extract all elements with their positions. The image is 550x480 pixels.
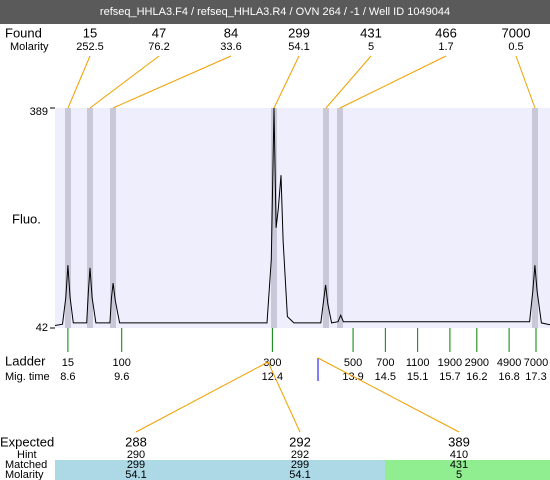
ladder-time: 15.7 bbox=[439, 371, 460, 383]
peak-connector bbox=[67, 55, 91, 109]
y-tick-label: 42 bbox=[36, 322, 48, 334]
expected-value: 389 bbox=[448, 434, 470, 449]
title-bar bbox=[0, 0, 550, 24]
ladder-size: 2900 bbox=[465, 357, 489, 369]
ladder-time: 12.4 bbox=[262, 371, 283, 383]
hint-value: 410 bbox=[450, 449, 468, 461]
chart-title: refseq_HHLA3.F4 / refseq_HHLA3.R4 / OVN … bbox=[100, 6, 450, 18]
ladder-size: 100 bbox=[113, 357, 131, 369]
peak-connector bbox=[112, 55, 232, 109]
matched-band bbox=[385, 460, 550, 480]
molarity-label: Molarity bbox=[5, 469, 44, 480]
found-molarity: 252.5 bbox=[76, 41, 104, 53]
ladder-time: 17.3 bbox=[525, 371, 546, 383]
peak-band bbox=[65, 108, 71, 328]
found-molarity: 54.1 bbox=[288, 41, 309, 53]
peak-connector bbox=[325, 55, 372, 109]
molarity-value: 54.1 bbox=[289, 469, 310, 480]
molarity-value: 5 bbox=[456, 469, 462, 480]
ladder-time: 14.5 bbox=[375, 371, 396, 383]
peak-connector bbox=[339, 55, 447, 109]
peak-band bbox=[323, 108, 329, 328]
found-size: 84 bbox=[224, 25, 238, 40]
matched-value: 431 bbox=[450, 459, 468, 471]
peak-band bbox=[337, 108, 343, 328]
found-molarity: 76.2 bbox=[148, 41, 169, 53]
ladder-label: Ladder bbox=[5, 353, 46, 368]
found-size: 7000 bbox=[502, 25, 531, 40]
ladder-time: 16.2 bbox=[466, 371, 487, 383]
found-size: 299 bbox=[288, 25, 310, 40]
ladder-size: 15 bbox=[62, 357, 74, 369]
found-molarity: 1.7 bbox=[438, 41, 453, 53]
peak-band bbox=[271, 108, 277, 328]
ladder-time: 15.1 bbox=[407, 371, 428, 383]
peak-connector bbox=[515, 55, 536, 109]
ladder-size: 4900 bbox=[497, 357, 521, 369]
ladder-time: 9.6 bbox=[114, 371, 129, 383]
ladder-size: 7000 bbox=[524, 357, 548, 369]
matched-band bbox=[55, 460, 385, 480]
found-size: 15 bbox=[83, 25, 97, 40]
ladder-size: 300 bbox=[263, 357, 281, 369]
found-size: 466 bbox=[435, 25, 457, 40]
expected-value: 288 bbox=[125, 434, 147, 449]
ladder-time: 8.6 bbox=[60, 371, 75, 383]
found-size: 431 bbox=[360, 25, 382, 40]
ladder-time-label: Mig. time bbox=[5, 371, 50, 383]
plot-area bbox=[55, 108, 550, 328]
found-molarity-label: Molarity bbox=[10, 41, 49, 53]
hint-value: 292 bbox=[291, 449, 309, 461]
ladder-size: 700 bbox=[376, 357, 394, 369]
expected-value: 292 bbox=[289, 434, 311, 449]
expected-connector bbox=[267, 361, 301, 433]
found-molarity: 33.6 bbox=[220, 41, 241, 53]
trace bbox=[54, 107, 550, 326]
peak-band bbox=[110, 108, 116, 328]
matched-value: 299 bbox=[127, 459, 145, 471]
expected-label: Expected bbox=[0, 434, 54, 449]
y-tick-label: 389 bbox=[30, 106, 48, 118]
y-axis-label: Fluo. bbox=[12, 211, 41, 226]
found-molarity: 0.5 bbox=[508, 41, 523, 53]
found-size: 47 bbox=[152, 25, 166, 40]
found-molarity: 5 bbox=[368, 41, 374, 53]
expected-connector bbox=[135, 361, 269, 433]
hint-label: Hint bbox=[17, 449, 37, 461]
peak-band bbox=[87, 108, 93, 328]
molarity-value: 54.1 bbox=[125, 469, 146, 480]
matched-label: Matched bbox=[5, 459, 47, 471]
ladder-time: 16.8 bbox=[498, 371, 519, 383]
ladder-size: 1900 bbox=[438, 357, 462, 369]
peak-connector bbox=[273, 55, 300, 109]
peak-band bbox=[532, 108, 538, 328]
hint-value: 290 bbox=[127, 449, 145, 461]
ladder-size: 500 bbox=[344, 357, 362, 369]
peak-connector bbox=[89, 55, 160, 109]
matched-value: 299 bbox=[291, 459, 309, 471]
ladder-size: 1100 bbox=[406, 357, 430, 369]
found-label: Found bbox=[5, 25, 42, 40]
expected-connector bbox=[317, 357, 460, 433]
